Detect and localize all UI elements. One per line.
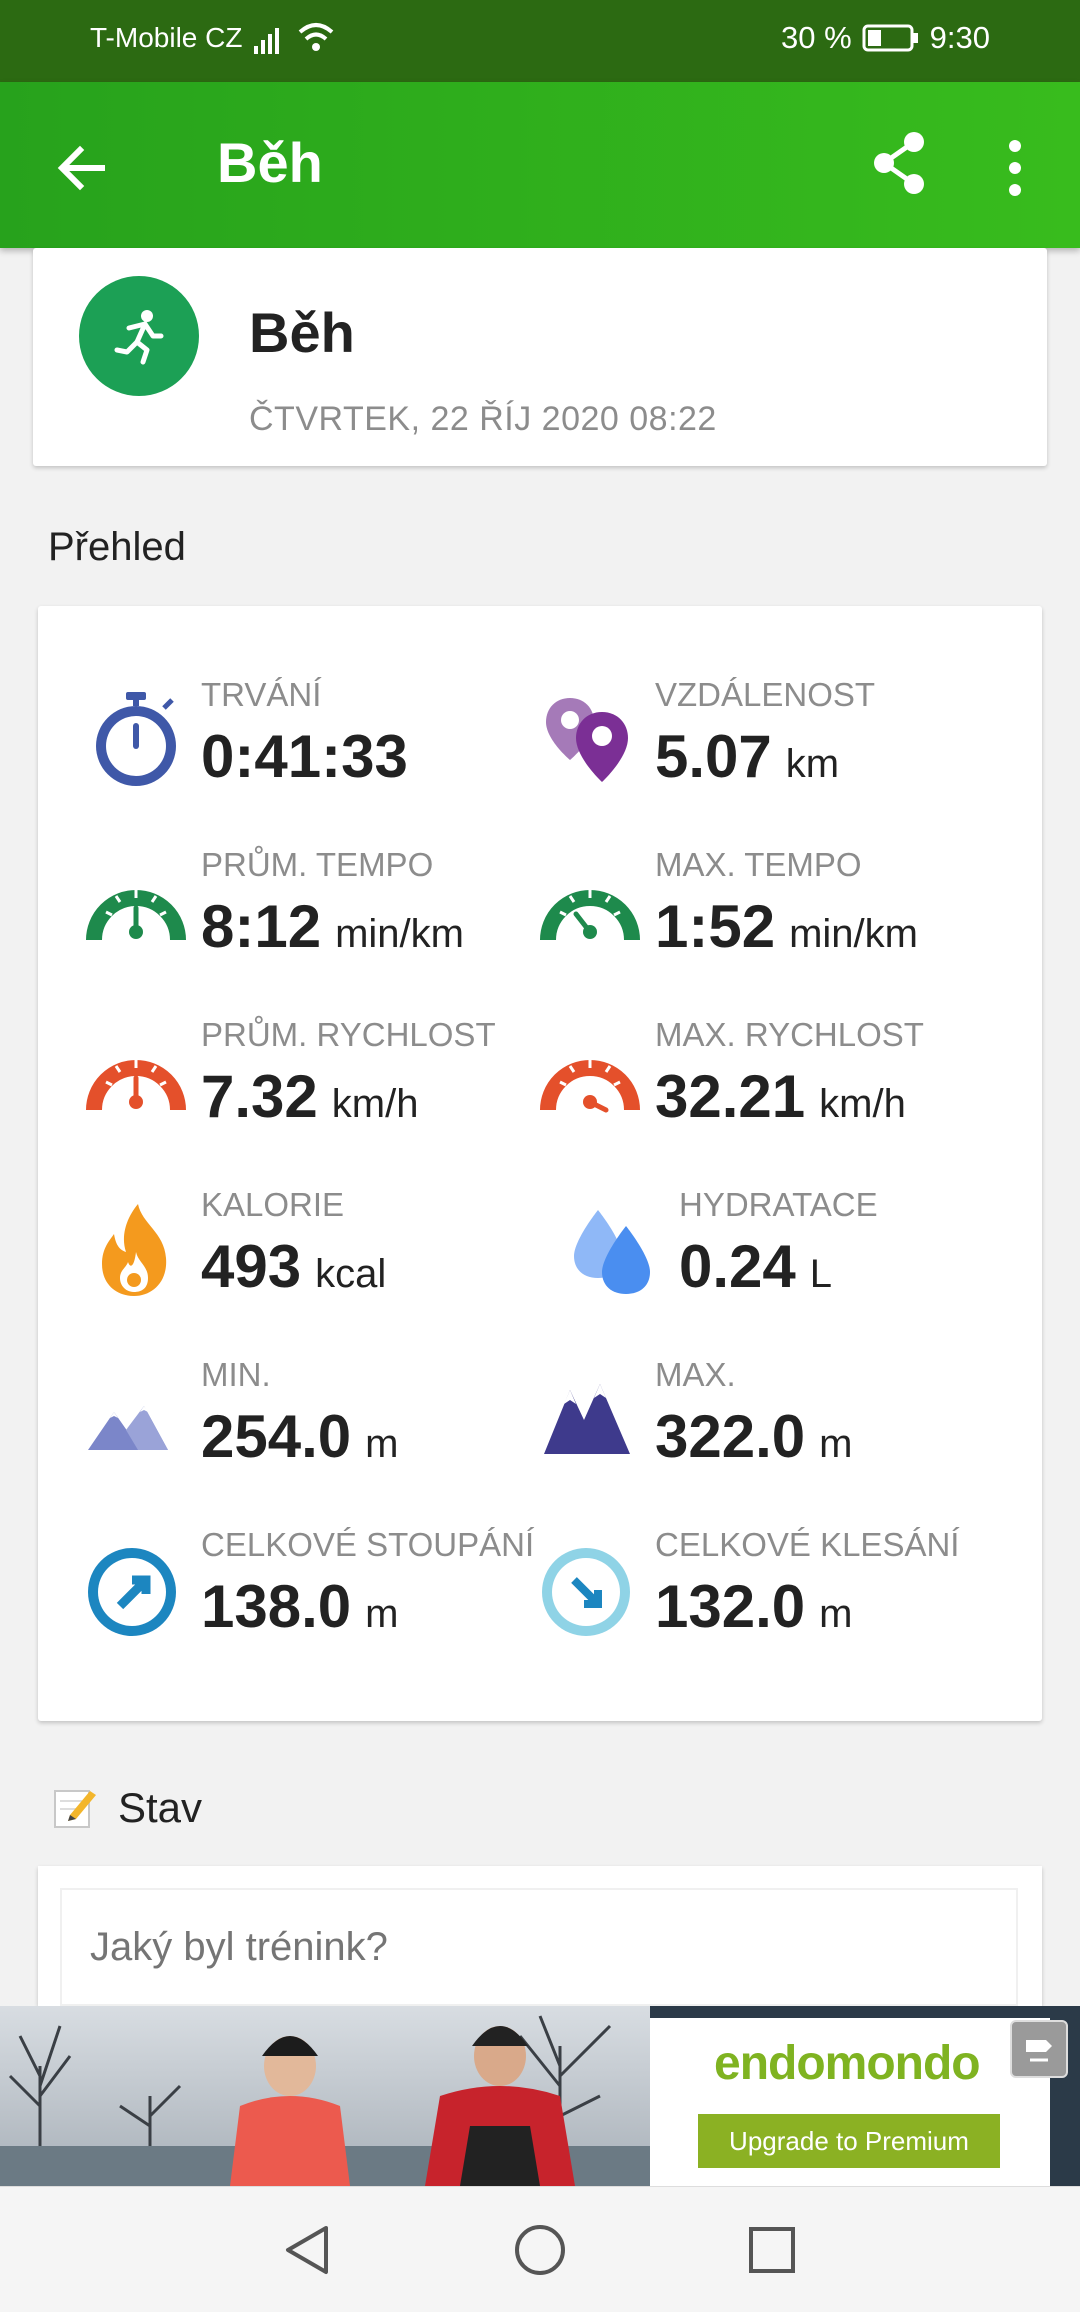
recents-square-icon[interactable] (742, 2220, 802, 2280)
endomondo-logo: endomondo (714, 2037, 981, 2090)
gauge-icon (86, 1060, 186, 1111)
metric-label: PRŮM. TEMPO (201, 846, 434, 883)
metric-value: 8:12 (201, 893, 322, 960)
map-pins-icon (546, 698, 628, 782)
flame-icon (102, 1204, 167, 1296)
metric-value: 132.0 (655, 1573, 806, 1640)
metric-label: MAX. RYCHLOST (655, 1016, 924, 1053)
metric-value: 32.21 (655, 1063, 806, 1130)
signal-icon (254, 28, 279, 54)
metric-max-pace: MAX. TEMPO 1:52 min/km (540, 846, 1010, 966)
share-icon[interactable] (870, 128, 930, 198)
ad-photo-runners (0, 2006, 650, 2186)
home-circle-icon[interactable] (510, 2220, 570, 2280)
metric-hydration: HYDRATACE 0.24 L (564, 1186, 1034, 1306)
metric-label: KALORIE (201, 1186, 345, 1223)
metric-label: MAX. TEMPO (655, 846, 862, 883)
descent-icon (542, 1548, 630, 1636)
ad-banner[interactable]: endomondo Upgrade to Premium (0, 2006, 1080, 2186)
metric-label: CELKOVÉ KLESÁNÍ (655, 1526, 960, 1563)
metric-unit: min/km (789, 912, 918, 956)
gauge-icon (86, 890, 186, 941)
metric-max-elevation: MAX. 322.0 m (540, 1356, 1010, 1476)
gauge-icon (540, 1060, 640, 1113)
metric-unit: min/km (335, 912, 464, 956)
metric-unit: kcal (315, 1252, 387, 1296)
metric-calories: KALORIE 493 kcal (86, 1186, 556, 1306)
metric-unit: m (365, 1592, 399, 1636)
metric-label: TRVÁNÍ (201, 676, 322, 713)
metric-value: 5.07 (655, 723, 772, 790)
running-person-icon (79, 276, 199, 396)
system-nav-bar (0, 2186, 1080, 2312)
back-triangle-icon[interactable] (278, 2220, 338, 2280)
metric-min-elevation: MIN. 254.0 m (86, 1356, 556, 1476)
metric-value: 138.0 (201, 1573, 352, 1640)
status-bar: T-Mobile CZ 30 % 9:30 (0, 0, 1080, 82)
metric-avg-pace: PRŮM. TEMPO 8:12 min/km (86, 846, 556, 966)
metric-duration: TRVÁNÍ 0:41:33 (86, 676, 556, 796)
metric-label: PRŮM. RYCHLOST (201, 1016, 496, 1053)
water-drops-icon (574, 1210, 650, 1294)
activity-header-card: Běh ČTVRTEK, 22 ŘÍJ 2020 08:22 (33, 248, 1047, 466)
metric-unit: km (785, 742, 840, 786)
metric-value: 322.0 (655, 1403, 806, 1470)
stopwatch-icon (96, 692, 176, 786)
status-section-header: Stav (52, 1780, 202, 1836)
metric-total-descent: CELKOVÉ KLESÁNÍ 132.0 m (540, 1526, 1010, 1646)
metric-avg-speed: PRŮM. RYCHLOST 7.32 km/h (86, 1016, 556, 1136)
app-bar: Běh (0, 82, 1080, 248)
upgrade-premium-button[interactable]: Upgrade to Premium (698, 2114, 1000, 2168)
clock: 9:30 (929, 20, 990, 55)
metric-label: VZDÁLENOST (655, 676, 876, 713)
metric-label: CELKOVÉ STOUPÁNÍ (201, 1526, 535, 1563)
ad-close-icon[interactable] (1010, 2020, 1068, 2078)
metric-value: 1:52 (655, 893, 776, 960)
more-vert-icon[interactable] (1000, 138, 1030, 198)
metric-unit: L (809, 1252, 833, 1296)
metric-unit: m (365, 1422, 399, 1466)
metric-total-ascent: CELKOVÉ STOUPÁNÍ 138.0 m (86, 1526, 556, 1646)
metric-unit: m (819, 1422, 853, 1466)
notepad-icon (54, 1790, 96, 1828)
battery-percent: 30 % (780, 20, 852, 55)
carrier-name: T-Mobile CZ (90, 22, 243, 53)
ascent-icon (88, 1548, 176, 1636)
mountains-icon (88, 1406, 168, 1450)
metric-value: 7.32 (201, 1063, 318, 1130)
workout-note-input[interactable] (60, 1888, 1018, 2006)
overview-title: Přehled (48, 525, 186, 569)
status-card (38, 1866, 1042, 2006)
metric-value: 254.0 (201, 1403, 352, 1470)
metric-label: MAX. (655, 1356, 736, 1393)
back-arrow-icon[interactable] (52, 138, 112, 198)
metric-unit: m (819, 1592, 853, 1636)
gauge-icon (540, 890, 640, 941)
metric-max-speed: MAX. RYCHLOST 32.21 km/h (540, 1016, 1010, 1136)
mountains-icon (544, 1384, 630, 1454)
metric-value: 0:41:33 (201, 723, 408, 790)
metric-distance: VZDÁLENOST 5.07 km (540, 676, 1010, 796)
overview-card: TRVÁNÍ 0:41:33 VZDÁLENOST 5.07 km PRŮM. T… (38, 606, 1042, 1721)
metric-value: 0.24 (679, 1233, 796, 1300)
ad-panel: endomondo Upgrade to Premium (650, 2018, 1050, 2186)
metric-value: 493 (201, 1233, 302, 1300)
metric-unit: km/h (331, 1082, 419, 1126)
metric-label: MIN. (201, 1356, 271, 1393)
activity-date: ČTVRTEK, 22 ŘÍJ 2020 08:22 (249, 400, 717, 438)
page-title: Běh (217, 131, 323, 194)
activity-name: Běh (249, 301, 355, 364)
metric-unit: km/h (819, 1082, 906, 1126)
battery-icon (862, 24, 918, 52)
wifi-icon (298, 23, 334, 51)
metric-label: HYDRATACE (679, 1186, 878, 1223)
status-section-title: Stav (118, 1784, 203, 1831)
